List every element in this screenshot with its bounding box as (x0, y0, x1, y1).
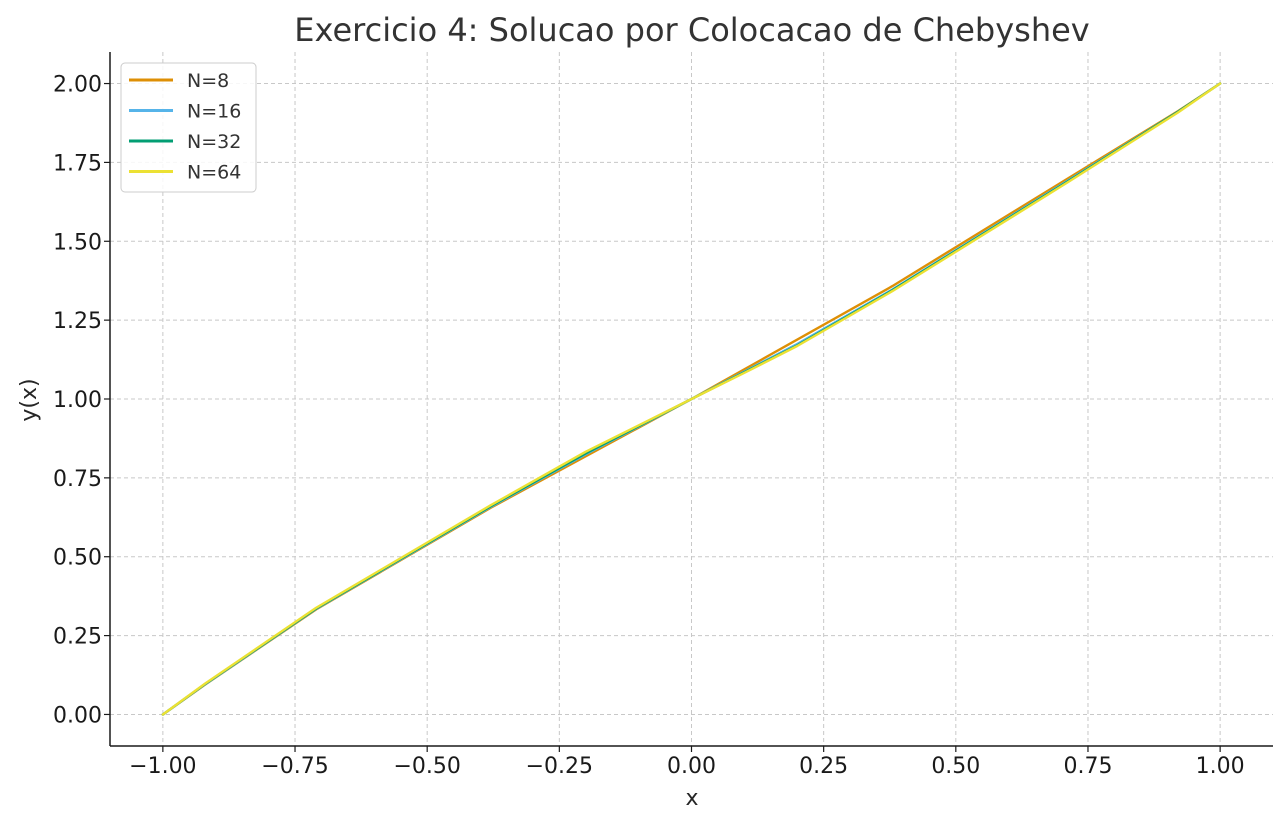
x-ticks: −1.00 −0.75 −0.50 −0.25 0.00 0.25 0.50 0.75 1.00 (129, 746, 1245, 779)
y-tick-label: 0.00 (53, 703, 102, 728)
y-tick-label: 0.75 (53, 467, 102, 492)
y-ticks: 0.00 0.25 0.50 0.75 1.00 1.25 1.50 1.75 2.00 (53, 73, 110, 728)
legend: N=8 N=16 N=32 N=64 (120, 62, 257, 193)
y-tick-label: 1.25 (53, 309, 102, 334)
series-layer (161, 82, 1222, 716)
y-tick-label: 1.50 (53, 230, 102, 255)
chart-title: Exercicio 4: Solucao por Colocacao de Ch… (294, 11, 1089, 49)
x-tick-label: −0.75 (261, 754, 328, 779)
x-tick-label: −0.25 (526, 754, 593, 779)
series-line-n-64 (161, 82, 1222, 716)
y-tick-label: 2.00 (53, 73, 102, 98)
legend-entry: N=32 (187, 131, 241, 153)
x-tick-label: −1.00 (129, 754, 196, 779)
x-axis-label: x (685, 786, 698, 811)
legend-entry: N=8 (187, 70, 229, 92)
legend-entry: N=64 (187, 162, 241, 184)
y-tick-label: 0.50 (53, 546, 102, 571)
x-tick-label: 0.00 (667, 754, 716, 779)
x-tick-label: 0.50 (931, 754, 980, 779)
y-tick-label: 1.00 (53, 388, 102, 413)
grid (110, 52, 1273, 746)
x-tick-label: 0.25 (799, 754, 848, 779)
x-tick-label: −0.50 (393, 754, 460, 779)
legend-frame (120, 62, 257, 193)
legend-entry: N=16 (187, 101, 241, 123)
y-axis-label: y(x) (17, 378, 42, 421)
y-tick-label: 1.75 (53, 151, 102, 176)
y-tick-label: 0.25 (53, 625, 102, 650)
x-tick-label: 0.75 (1063, 754, 1112, 779)
x-tick-label: 1.00 (1196, 754, 1245, 779)
